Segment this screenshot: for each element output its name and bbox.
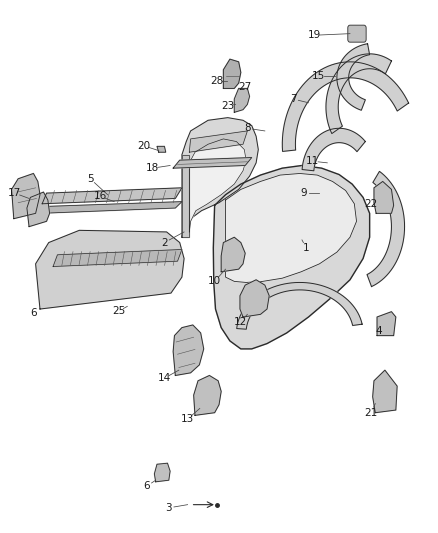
Text: 23: 23 <box>221 101 234 111</box>
Text: 20: 20 <box>138 141 151 151</box>
Polygon shape <box>283 62 409 151</box>
Text: 17: 17 <box>8 188 21 198</box>
Polygon shape <box>240 280 269 317</box>
Polygon shape <box>173 158 252 168</box>
Text: 8: 8 <box>244 123 251 133</box>
Text: 9: 9 <box>301 188 307 198</box>
Polygon shape <box>377 312 396 336</box>
Polygon shape <box>194 375 221 415</box>
Polygon shape <box>154 463 170 482</box>
Polygon shape <box>27 192 49 227</box>
Text: 12: 12 <box>233 317 247 327</box>
Polygon shape <box>223 59 241 88</box>
Polygon shape <box>221 237 245 272</box>
Polygon shape <box>189 131 247 152</box>
Polygon shape <box>226 173 357 282</box>
Polygon shape <box>189 139 246 232</box>
Polygon shape <box>157 147 166 152</box>
Text: 18: 18 <box>146 163 159 173</box>
Text: 1: 1 <box>303 243 310 253</box>
Text: 7: 7 <box>290 94 297 104</box>
Polygon shape <box>182 155 189 237</box>
Text: 6: 6 <box>30 308 37 318</box>
Text: 22: 22 <box>364 199 378 209</box>
Polygon shape <box>326 54 392 134</box>
Text: 28: 28 <box>210 77 223 86</box>
Text: 25: 25 <box>112 306 125 316</box>
Text: 5: 5 <box>87 174 93 184</box>
Polygon shape <box>234 88 250 112</box>
Polygon shape <box>182 118 258 237</box>
Polygon shape <box>213 165 370 349</box>
Text: 19: 19 <box>307 30 321 41</box>
Polygon shape <box>42 188 182 204</box>
Polygon shape <box>53 249 182 266</box>
Polygon shape <box>40 201 182 213</box>
Text: 21: 21 <box>364 408 378 418</box>
Polygon shape <box>302 128 365 171</box>
Polygon shape <box>337 44 370 110</box>
Text: 27: 27 <box>239 82 252 92</box>
Polygon shape <box>35 230 184 309</box>
Text: 13: 13 <box>181 414 194 424</box>
Text: 3: 3 <box>166 503 172 513</box>
Text: 2: 2 <box>161 238 168 247</box>
Text: 11: 11 <box>306 156 319 166</box>
Text: 14: 14 <box>158 373 171 383</box>
Polygon shape <box>374 181 394 213</box>
Text: 6: 6 <box>144 481 150 491</box>
Polygon shape <box>237 282 362 329</box>
Polygon shape <box>367 172 405 287</box>
Polygon shape <box>373 370 397 413</box>
Polygon shape <box>12 173 40 219</box>
FancyBboxPatch shape <box>348 25 366 42</box>
Text: 10: 10 <box>208 277 221 286</box>
Text: 4: 4 <box>375 326 381 336</box>
Polygon shape <box>173 325 204 375</box>
Text: 16: 16 <box>94 191 107 201</box>
Text: 15: 15 <box>312 71 325 81</box>
